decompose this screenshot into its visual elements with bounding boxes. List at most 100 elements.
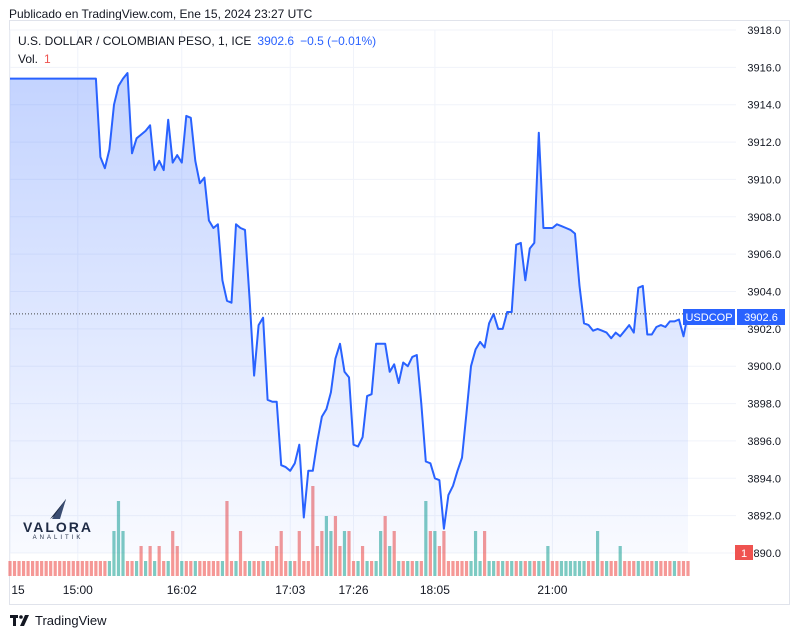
valora-logo-icon: [50, 499, 66, 519]
volume-bar: [573, 561, 577, 576]
volume-bar: [144, 561, 148, 576]
volume-bar: [31, 561, 35, 576]
volume-bar: [650, 561, 654, 576]
volume-bar: [469, 561, 473, 576]
volume-bar: [681, 561, 686, 576]
volume-bar: [419, 561, 423, 576]
volume-bar: [107, 561, 112, 576]
volume-bar: [632, 561, 636, 576]
price-tag-ticker: USDCOP: [685, 312, 732, 324]
price-area: [10, 73, 688, 553]
volume-bar: [166, 561, 170, 576]
volume-bar: [207, 561, 211, 576]
volume-bar: [483, 531, 487, 576]
volume-bar: [125, 561, 130, 576]
volume-bar: [238, 531, 243, 576]
y-tick-label: 3908.0: [747, 212, 781, 224]
volume-bar: [162, 561, 166, 576]
volume-bar: [356, 561, 360, 576]
volume-bar: [211, 561, 215, 576]
volume-bar: [85, 561, 89, 576]
volume-bar: [455, 561, 460, 576]
y-tick-label: 3896.0: [747, 436, 781, 448]
volume-bar: [401, 561, 405, 576]
volume-bar: [487, 561, 491, 576]
volume-bar: [623, 561, 627, 576]
volume-bar: [302, 561, 306, 576]
volume-bar: [605, 561, 609, 576]
volume-bar: [510, 561, 514, 576]
volume-bar: [53, 561, 57, 576]
volume-bar: [582, 561, 586, 576]
y-tick-label: 3916.0: [747, 62, 781, 74]
price-line: [10, 72, 689, 530]
volume-legend[interactable]: Vol. 1: [18, 52, 51, 66]
volume-bar: [148, 546, 152, 576]
volume-bar: [266, 561, 270, 576]
volume-bar: [270, 561, 274, 576]
valora-logo-name: VALORA: [22, 519, 94, 535]
volume-bar: [559, 561, 564, 576]
volume-bar: [193, 561, 197, 576]
volume-bar: [247, 561, 252, 576]
y-tick-label: 3906.0: [747, 249, 781, 261]
volume-bar: [478, 561, 482, 576]
volume-bar: [80, 561, 84, 576]
volume-bar: [397, 561, 401, 576]
volume-bar: [586, 561, 591, 576]
volume-bar: [442, 531, 446, 576]
x-tick-label: 16:02: [167, 583, 197, 597]
x-tick-label: 15: [11, 583, 25, 597]
volume-bar: [130, 561, 134, 576]
volume-bar: [406, 561, 410, 576]
volume-bar: [76, 561, 80, 576]
volume-bar: [26, 561, 30, 576]
volume-bar: [537, 561, 541, 576]
volume-bar: [58, 561, 62, 576]
volume-bar: [94, 561, 98, 576]
volume-label: Vol.: [18, 52, 39, 66]
volume-bar: [40, 561, 44, 576]
y-tick-label: 3912.0: [747, 137, 781, 149]
y-tick-label: 3910.0: [747, 174, 781, 186]
volume-bar: [329, 531, 333, 576]
volume-bar: [297, 531, 301, 576]
volume-bar: [35, 561, 39, 576]
volume-bar: [460, 561, 464, 576]
y-tick-label: 3902.0: [747, 324, 781, 336]
volume-bar: [596, 531, 600, 576]
symbol-legend[interactable]: U.S. DOLLAR / COLOMBIAN PESO, 1, ICE 3902…: [18, 34, 376, 48]
volume-bar: [501, 561, 505, 576]
x-tick-label: 17:03: [275, 583, 305, 597]
volume-bar: [546, 546, 550, 576]
x-tick-label: 18:05: [420, 583, 450, 597]
volume-bar: [365, 561, 369, 576]
volume-bar: [202, 561, 206, 576]
volume-bar: [686, 561, 690, 576]
volume-bar: [261, 561, 265, 576]
volume-bar: [44, 561, 48, 576]
volume-bar: [464, 561, 469, 576]
volume-bar: [284, 561, 288, 576]
volume-bar: [374, 561, 378, 576]
volume-bar: [388, 546, 392, 576]
volume-bar: [668, 561, 672, 576]
volume-bar: [180, 561, 184, 576]
tradingview-logo[interactable]: TradingView: [10, 613, 107, 628]
price-tag-value: 3902.6: [744, 312, 778, 324]
volume-bar: [636, 561, 640, 576]
volume-bar: [492, 561, 496, 576]
volume-bar: [175, 546, 179, 576]
volume-bar: [21, 561, 26, 576]
volume-bar: [505, 561, 509, 576]
volume-bar: [288, 561, 292, 576]
volume-bar: [234, 561, 238, 576]
volume-bar: [67, 561, 71, 576]
volume-bar: [415, 561, 419, 576]
y-tick-label: 3900.0: [747, 361, 781, 373]
x-tick-label: 17:26: [339, 583, 369, 597]
volume-bar: [528, 561, 532, 576]
valora-logo-subtitle: ANALITIK: [32, 535, 84, 541]
volume-bar: [550, 561, 554, 576]
